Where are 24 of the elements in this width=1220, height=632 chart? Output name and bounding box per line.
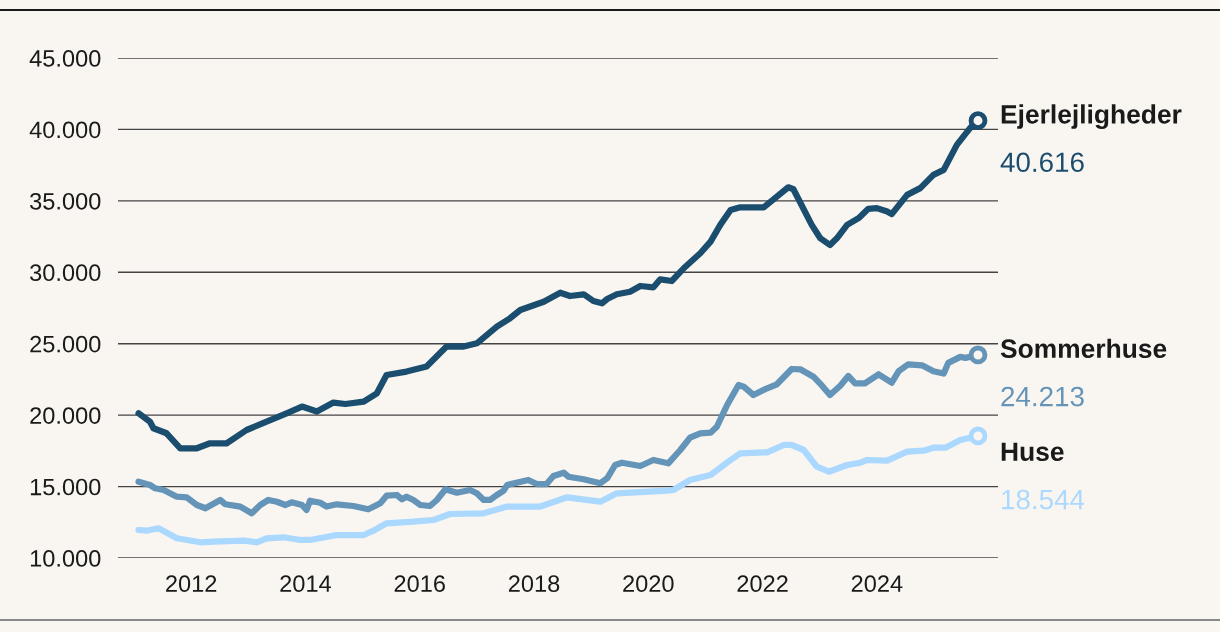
x-tick-label: 2012 xyxy=(166,575,217,593)
x-tick-label: 2016 xyxy=(394,575,445,593)
y-tick-label: 35.000 xyxy=(30,192,101,210)
data-label: 18.544 xyxy=(1002,489,1085,510)
y-tick-label: 40.000 xyxy=(29,121,101,139)
data-label: 24.213 xyxy=(1001,386,1084,407)
x-tick-label: 2022 xyxy=(737,575,788,593)
point xyxy=(968,111,988,130)
data-label: 40.616 xyxy=(1000,152,1084,173)
x-tick-label: 2020 xyxy=(623,575,674,593)
x-tick-label: 2014 xyxy=(280,575,331,593)
series-label: Huse xyxy=(1001,442,1064,462)
series-label: Sommerhuse xyxy=(1000,338,1167,359)
y-tick-label: 15.000 xyxy=(30,478,101,496)
y-tick-label: 20.000 xyxy=(30,407,101,424)
y-tick-label: 25.000 xyxy=(30,335,101,353)
y-tick-label: 10.000 xyxy=(30,550,101,567)
y-tick-label: 45.000 xyxy=(29,50,101,67)
y-tick-label: 30.000 xyxy=(30,264,101,282)
series-label: Ejerlejligheder xyxy=(1001,104,1182,129)
point xyxy=(968,345,988,365)
x-tick-label: 2018 xyxy=(508,575,560,593)
x-tick-label: 2024 xyxy=(851,575,903,593)
point xyxy=(968,426,988,446)
